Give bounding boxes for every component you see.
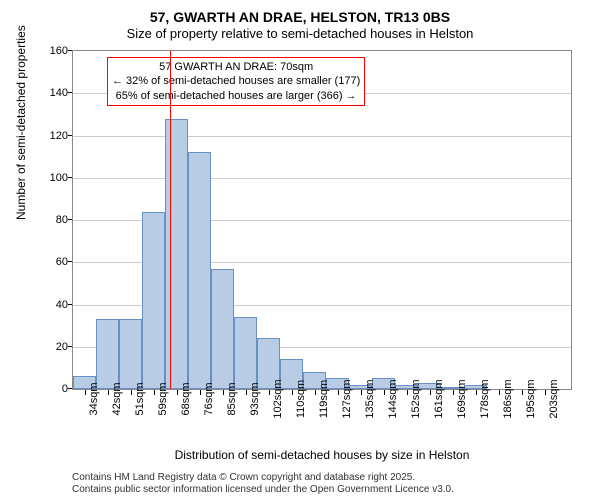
chart-subtitle: Size of property relative to semi-detach… [0,26,600,47]
x-tick-label: 85sqm [226,382,238,415]
x-tick-label: 42sqm [111,382,123,415]
y-tick-label: 160 [50,45,68,57]
footer-attribution: Contains HM Land Registry data © Crown c… [72,472,454,496]
histogram-bar [96,319,119,389]
x-tick-label: 152sqm [410,379,422,418]
x-tick-label: 144sqm [387,379,399,418]
histogram-bar [119,319,142,389]
histogram-bar [234,317,257,389]
chart-title: 57, GWARTH AN DRAE, HELSTON, TR13 0BS [0,0,600,26]
x-tick-label: 195sqm [525,379,537,418]
y-tick-label: 0 [62,383,68,395]
x-tick-label: 161sqm [433,379,445,418]
y-axis-labels: 020406080100120140160 [0,50,72,390]
y-tick-label: 40 [56,299,68,311]
y-tick-label: 60 [56,256,68,268]
histogram-bar [188,152,211,389]
x-tick-label: 135sqm [364,379,376,418]
y-axis-title: Number of semi-detached properties [14,25,28,220]
histogram-bar [211,269,234,389]
y-tick-label: 80 [56,214,68,226]
x-tick-label: 127sqm [341,379,353,418]
x-tick-label: 169sqm [456,379,468,418]
x-tick-label: 203sqm [548,379,560,418]
x-tick-label: 102sqm [272,379,284,418]
histogram-bar [142,212,165,389]
chart-plot-area: 57 GWARTH AN DRAE: 70sqm ← 32% of semi-d… [72,50,572,390]
x-axis-title: Distribution of semi-detached houses by … [72,448,572,462]
footer-line1: Contains HM Land Registry data © Crown c… [72,472,454,484]
x-tick-label: 178sqm [479,379,491,418]
x-tick-label: 93sqm [249,382,261,415]
x-tick-label: 110sqm [295,380,307,418]
annotation-line2: ← 32% of semi-detached houses are smalle… [112,74,360,88]
x-tick-label: 51sqm [134,382,146,415]
y-tick-label: 20 [56,341,68,353]
y-tick-label: 120 [50,130,68,142]
histogram-bar [165,119,188,389]
footer-line2: Contains public sector information licen… [72,484,454,496]
x-tick-label: 76sqm [203,382,215,415]
x-tick-label: 68sqm [180,382,192,415]
x-tick-label: 34sqm [88,382,100,415]
y-tick-label: 100 [50,172,68,184]
x-tick-label: 59sqm [157,382,169,415]
x-tick-label: 186sqm [502,379,514,418]
property-marker-line [170,51,171,389]
y-tick-label: 140 [50,87,68,99]
x-tick-label: 119sqm [318,380,330,418]
annotation-line1: 57 GWARTH AN DRAE: 70sqm [112,60,360,74]
annotation-line3: 65% of semi-detached houses are larger (… [112,89,360,103]
annotation-box: 57 GWARTH AN DRAE: 70sqm ← 32% of semi-d… [107,57,365,106]
